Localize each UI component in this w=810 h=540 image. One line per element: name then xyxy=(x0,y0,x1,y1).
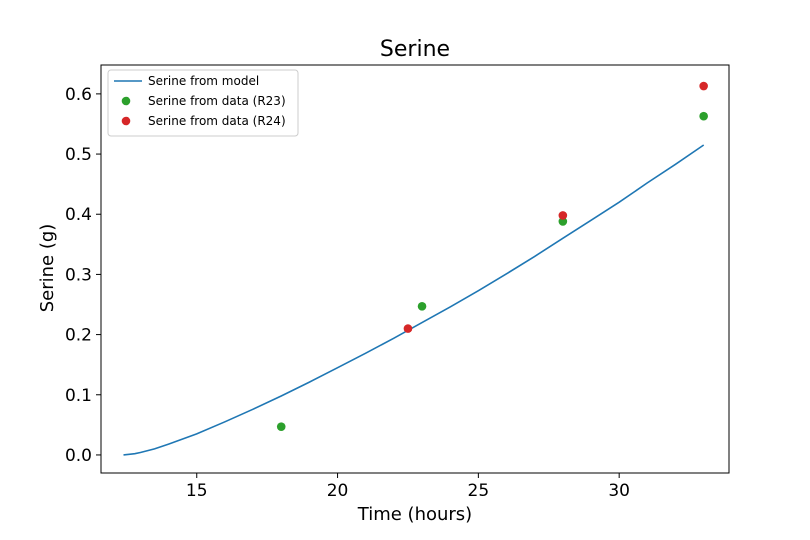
legend-box xyxy=(107,69,299,137)
x-tick-label: 25 xyxy=(468,481,490,501)
chart-title: Serine xyxy=(380,37,450,62)
y-axis-label: Serine (g) xyxy=(37,224,58,313)
y-tick-label: 0.3 xyxy=(65,265,92,285)
axis-ticks: 15 20 25 30 0.0 0.1 0.2 0.3 0.4 0.5 0.6 xyxy=(65,85,630,501)
data-point xyxy=(699,111,708,121)
data-point xyxy=(276,422,286,431)
legend-marker-swatch xyxy=(121,96,131,106)
y-tick-label: 0.6 xyxy=(65,85,92,105)
data-point xyxy=(403,324,413,333)
data-point xyxy=(558,217,568,226)
legend: Serine from model Serine from data (R23) S… xyxy=(107,69,299,137)
y-tick-label: 0.1 xyxy=(65,386,92,406)
plot-area-frame xyxy=(100,64,730,474)
chart-marks xyxy=(123,81,708,456)
y-tick-label: 0.0 xyxy=(65,446,92,466)
data-point xyxy=(558,211,568,220)
y-tick-label: 0.5 xyxy=(65,145,92,165)
legend-entry-label: Serine from model xyxy=(148,74,259,88)
x-axis-label: Time (hours) xyxy=(357,504,472,525)
x-tick-label: 30 xyxy=(608,481,630,501)
legend-marker-swatch xyxy=(121,116,131,126)
data-point xyxy=(417,302,427,311)
x-tick-label: 20 xyxy=(327,481,349,501)
y-tick-label: 0.2 xyxy=(65,326,92,346)
model-line xyxy=(123,144,705,456)
x-tick-label: 15 xyxy=(186,481,208,501)
data-point xyxy=(699,81,708,91)
legend-entry-label: Serine from data (R23) xyxy=(148,94,286,108)
legend-entry-label: Serine from data (R24) xyxy=(148,114,286,128)
y-tick-label: 0.4 xyxy=(65,205,92,225)
